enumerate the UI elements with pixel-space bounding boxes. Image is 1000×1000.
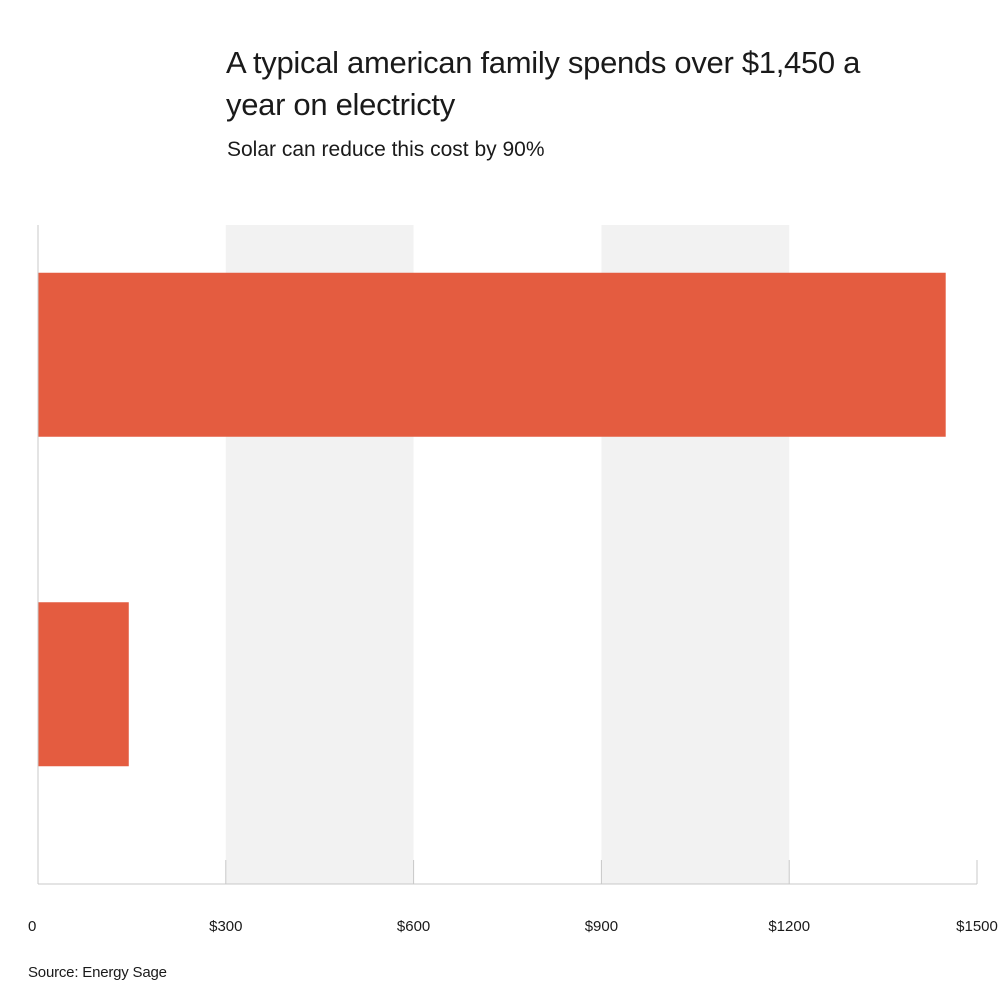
bars <box>38 272 946 767</box>
x-tick-label: 0 <box>28 918 36 935</box>
x-tick-label: $900 <box>585 918 618 935</box>
bar <box>38 272 946 437</box>
x-axis <box>37 225 978 885</box>
x-tick-label: $300 <box>209 918 242 935</box>
x-tick-labels: 0 $300 $600 $900 $1200 $1500 <box>28 918 998 935</box>
chart-subtitle: Solar can reduce this cost by 90% <box>227 138 545 161</box>
x-tick-label: $600 <box>397 918 430 935</box>
source-note: Source: Energy Sage <box>28 964 167 981</box>
x-tick-label: $1500 <box>956 918 998 935</box>
chart-title: A typical american family spends over $1… <box>226 45 861 122</box>
x-tick-label: $1200 <box>768 918 810 935</box>
bar <box>38 602 129 767</box>
